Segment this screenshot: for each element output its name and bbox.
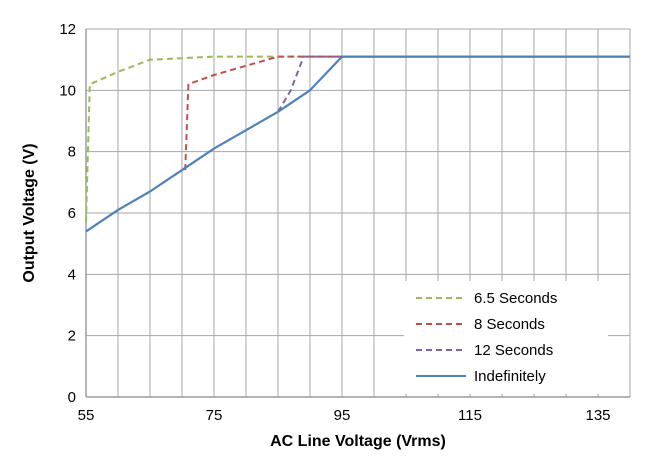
series-line-indefinitely [85, 55, 630, 233]
x-tick-label: 55 [78, 407, 95, 424]
legend: 6.5 Seconds 8 Seconds 12 Seconds Indefinite… [404, 281, 608, 394]
series-line-8-seconds [184, 55, 630, 171]
x-axis-title: AC Line Voltage (Vrms) [270, 433, 446, 450]
legend-label: 6.5 Seconds [474, 290, 557, 307]
x-tick-label: 115 [458, 407, 482, 424]
y-tick-label: 8 [68, 144, 76, 161]
y-tick-label: 4 [68, 266, 76, 283]
legend-label: 12 Seconds [474, 342, 553, 359]
y-tick-label: 6 [68, 205, 76, 222]
y-tick-label: 10 [59, 82, 76, 99]
tick-labels: 0 2 4 6 8 10 12 55 75 95 115 135 [59, 21, 610, 424]
y-tick-label: 0 [68, 389, 76, 406]
legend-label: 8 Seconds [474, 316, 545, 333]
y-tick-label: 2 [68, 328, 76, 345]
x-tick-label: 95 [334, 407, 351, 424]
x-tick-label: 135 [585, 407, 610, 424]
y-tick-label: 12 [59, 21, 76, 38]
legend-label: Indefinitely [474, 368, 546, 385]
x-tick-label: 75 [206, 407, 223, 424]
series-lines [85, 55, 630, 233]
series-line-6-5-seconds [85, 55, 630, 223]
y-axis-title: Output Voltage (V) [21, 143, 38, 282]
